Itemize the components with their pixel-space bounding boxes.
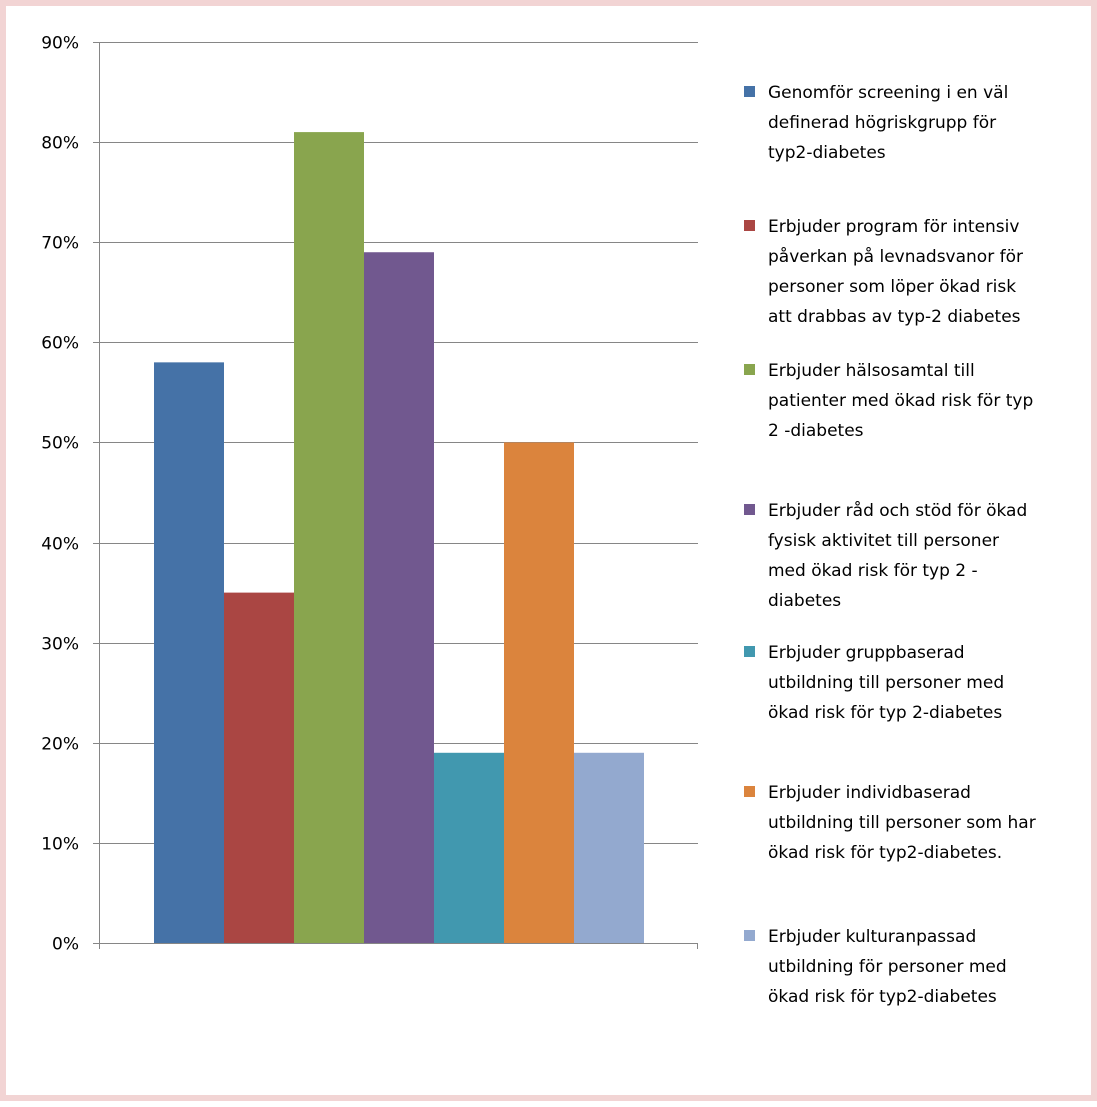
y-tick-label: 20% xyxy=(41,735,79,755)
legend-swatch xyxy=(744,646,755,657)
legend-label: personer som löper ökad risk xyxy=(768,277,1016,297)
legend-swatch xyxy=(744,930,755,941)
legend-swatch xyxy=(744,86,755,97)
y-tick-label: 90% xyxy=(41,34,79,54)
axes xyxy=(93,42,698,949)
legend: Genomför screening i en väl definerad hög… xyxy=(744,83,1036,1007)
legend-label: ökad risk för typ 2-diabetes xyxy=(768,703,1002,723)
legend-label: ökad risk för typ2-diabetes xyxy=(768,987,997,1007)
bar xyxy=(574,752,644,943)
bar xyxy=(294,132,364,944)
chart-svg: 0% 10% 20% 30% 40% 50% 60% 70% 80% 90% Genomför s… xyxy=(41,34,1036,1008)
legend-label: patienter med ökad risk för typ xyxy=(768,391,1033,411)
legend-label: ökad risk för typ2-diabetes. xyxy=(768,843,1002,863)
legend-label: utbildning för personer med xyxy=(768,957,1007,977)
legend-label: Erbjuder gruppbaserad xyxy=(768,643,965,663)
y-tick-labels: 0% 10% 20% 30% 40% 50% 60% 70% 80% 90% xyxy=(41,34,79,955)
y-tick-label: 60% xyxy=(41,334,79,354)
bar xyxy=(154,362,224,943)
bar xyxy=(364,252,434,943)
bar xyxy=(504,442,574,943)
y-tick-label: 50% xyxy=(41,434,79,454)
legend-label: Genomför screening i en väl xyxy=(768,83,1008,103)
legend-swatch xyxy=(744,504,755,515)
y-tick-label: 80% xyxy=(41,134,79,154)
legend-label: med ökad risk för typ 2 - xyxy=(768,561,978,581)
legend-swatch xyxy=(744,364,755,375)
y-tick-label: 70% xyxy=(41,234,79,254)
legend-label: utbildning till personer som har xyxy=(768,813,1036,833)
legend-swatch xyxy=(744,786,755,797)
legend-label: diabetes xyxy=(768,591,841,611)
bars xyxy=(154,132,644,944)
legend-label: att drabbas av typ-2 diabetes xyxy=(768,307,1021,327)
y-tick-label: 40% xyxy=(41,535,79,555)
legend-swatch xyxy=(744,220,755,231)
legend-label: Erbjuder program för intensiv xyxy=(768,217,1019,237)
legend-label: typ2-diabetes xyxy=(768,143,886,163)
legend-label: Erbjuder kulturanpassad xyxy=(768,927,976,947)
y-tick-label: 0% xyxy=(52,935,79,955)
legend-label: fysisk aktivitet till personer xyxy=(768,531,999,551)
legend-label: Erbjuder råd och stöd för ökad xyxy=(768,500,1027,521)
y-tick-label: 30% xyxy=(41,635,79,655)
bar xyxy=(224,592,294,943)
legend-label: Erbjuder hälsosamtal till xyxy=(768,361,975,381)
legend-label: definerad högriskgrupp för xyxy=(768,113,996,133)
y-tick-label: 10% xyxy=(41,835,79,855)
legend-label: påverkan på levnadsvanor för xyxy=(768,246,1023,267)
bar xyxy=(434,752,504,943)
legend-label: utbildning till personer med xyxy=(768,673,1004,693)
legend-label: Erbjuder individbaserad xyxy=(768,783,971,803)
legend-label: 2 -diabetes xyxy=(768,421,864,441)
